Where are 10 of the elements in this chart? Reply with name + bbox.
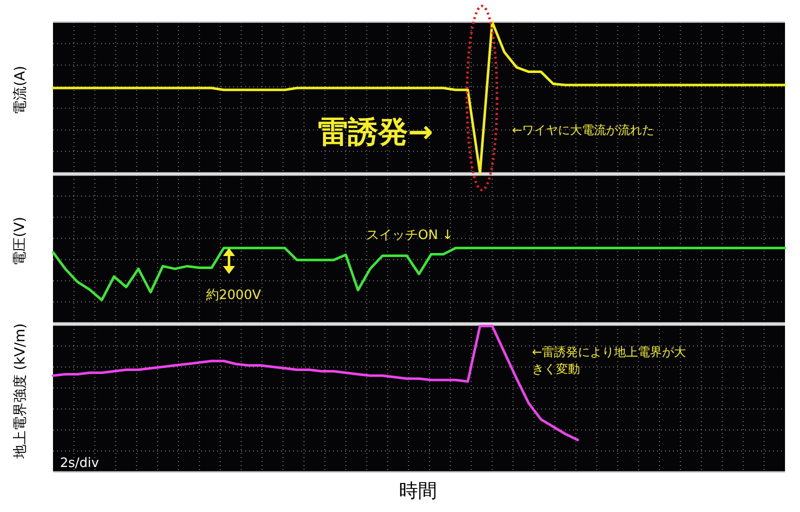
y-axis-title: 地上電界強度 (kV/m): [12, 322, 28, 460]
annotation: 約2000V: [206, 287, 261, 304]
y-axis-title: 電流(A): [12, 64, 28, 116]
annotation: ←雷誘発により地上電界が大きく変動: [532, 344, 688, 378]
y-axis-title: 電圧(V): [12, 216, 28, 268]
x-axis-title: 時間: [399, 479, 437, 504]
annotation: 2s/div: [60, 456, 99, 471]
annotation: ←ワイヤに大電流が流れた: [512, 122, 654, 139]
annotation: 雷誘発→: [318, 114, 434, 152]
text: スイッチON ↓: [366, 227, 453, 244]
